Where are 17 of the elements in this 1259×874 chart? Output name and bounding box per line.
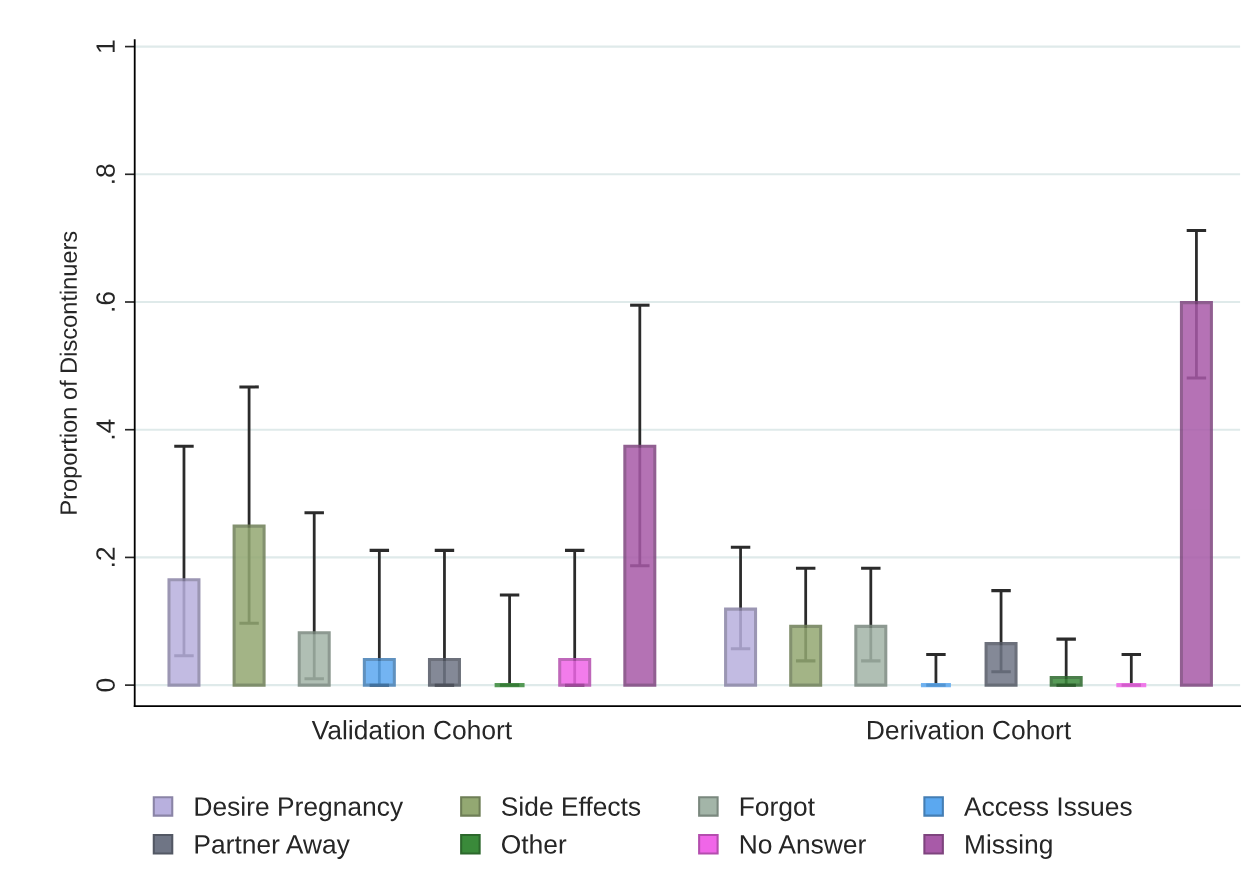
- y-tick-label: .6: [96, 292, 115, 311]
- legend-label: Side Effects: [501, 796, 641, 816]
- y-tick-label: .2: [96, 547, 115, 567]
- y-tick-label: 1: [96, 40, 115, 52]
- y-tick-label: .4: [96, 419, 115, 439]
- legend-label: Access Issues: [964, 797, 1132, 816]
- legend-label: No Answer: [740, 835, 866, 854]
- legend-label: Missing: [966, 834, 1052, 859]
- legend-label: Desire Pregnancy: [195, 796, 404, 822]
- y-tick-label: 0: [96, 678, 115, 692]
- legend-label: Partner Away: [195, 835, 350, 859]
- legend-label: Other: [501, 834, 567, 854]
- y-axis-title: Proportion of Discontinuers: [59, 231, 82, 514]
- y-tick-label: .8: [96, 164, 115, 183]
- x-tick-label: Derivation Cohort: [868, 720, 1071, 740]
- x-tick-label: Validation Cohort: [311, 720, 512, 740]
- legend-label: Forgot: [740, 797, 815, 822]
